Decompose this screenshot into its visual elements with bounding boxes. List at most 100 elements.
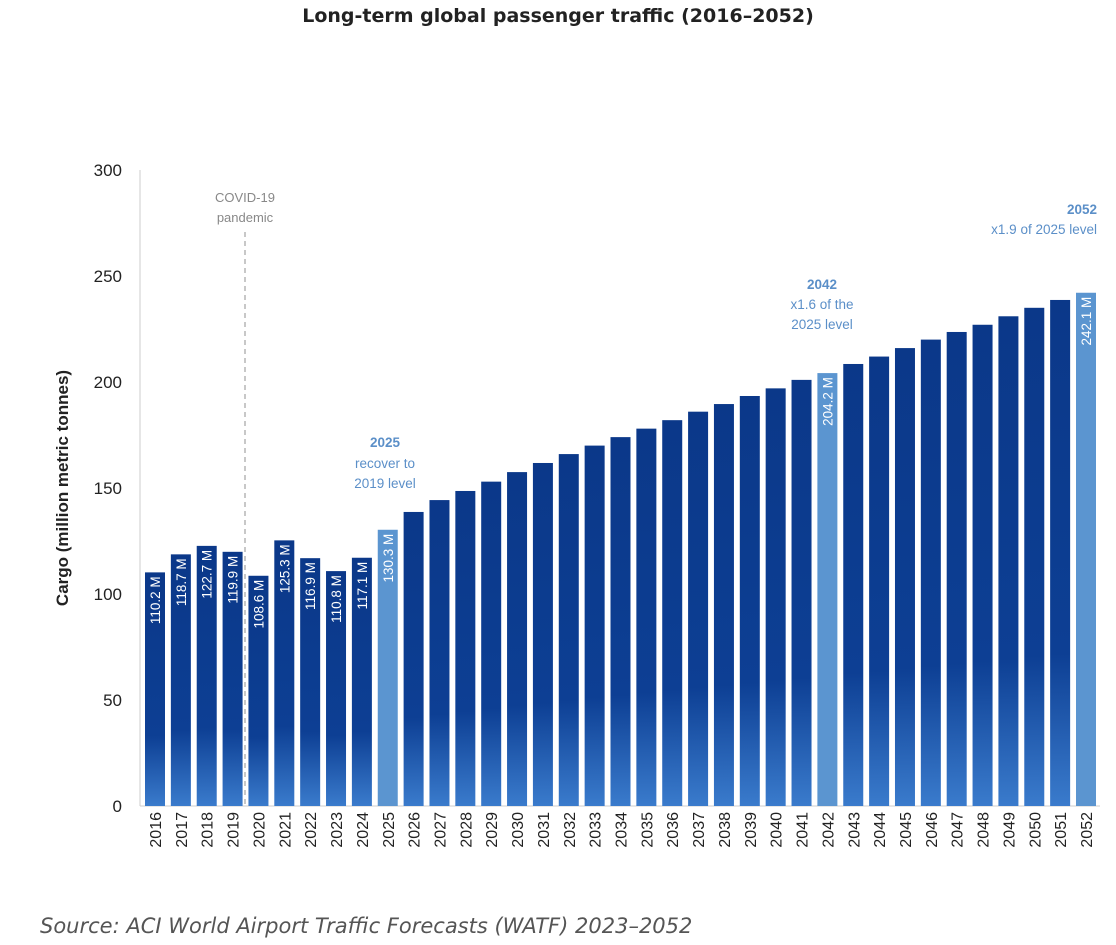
x-tick-label: 2024 [355, 812, 372, 848]
annotation-2052-year: 2052 [1067, 202, 1097, 217]
bar-2046 [920, 339, 941, 806]
annotation-2042-line2: x1.6 of the [790, 297, 853, 312]
bar-2047 [946, 331, 967, 806]
data-label-2052: 242.1 M [1079, 297, 1094, 346]
bar-2048 [972, 324, 993, 806]
annotation-2025-line3: 2019 level [354, 476, 416, 491]
y-tick-label: 250 [94, 267, 122, 286]
x-tick-label: 2023 [329, 812, 346, 848]
x-tick-label: 2046 [924, 812, 941, 848]
bar-2027 [429, 500, 450, 806]
bar-2050 [1024, 307, 1045, 806]
bar-2043 [843, 363, 864, 806]
bar-2016 [145, 572, 165, 806]
bar-2026 [403, 511, 424, 806]
data-label-2019: 119.9 M [226, 556, 241, 604]
x-tick-label: 2047 [950, 812, 967, 848]
bar-2036 [662, 420, 683, 806]
bar-2041 [791, 379, 812, 806]
bar-2038 [713, 404, 734, 806]
bar-2031 [532, 462, 553, 806]
x-tick-label: 2029 [484, 812, 501, 848]
source-note: Source: ACI World Airport Traffic Foreca… [40, 914, 692, 938]
x-tick-label: 2049 [1001, 812, 1018, 848]
data-label-2023: 110.8 M [329, 575, 344, 623]
x-tick-label: 2033 [588, 812, 605, 848]
data-label-2024: 117.1 M [355, 562, 370, 610]
bar-2051 [1050, 299, 1071, 806]
x-tick-label: 2037 [691, 812, 708, 848]
bar-2030 [507, 472, 528, 806]
x-tick-label: 2016 [148, 812, 165, 848]
bar-2019 [222, 551, 243, 806]
data-label-2018: 122.7 M [200, 550, 215, 599]
x-tick-label: 2045 [898, 812, 915, 848]
bar-2021 [274, 540, 295, 806]
x-tick-label: 2051 [1053, 812, 1070, 848]
y-axis-label: Cargo (million metric tonnes) [53, 370, 72, 606]
x-tick-label: 2041 [795, 812, 812, 848]
annotation-2025-year: 2025 [370, 435, 401, 450]
x-tick-label: 2035 [639, 812, 656, 848]
y-tick-label: 300 [94, 161, 122, 180]
x-tick-label: 2034 [614, 812, 631, 848]
bar-2032 [558, 454, 579, 806]
x-tick-label: 2043 [846, 812, 863, 848]
bar-2039 [739, 395, 760, 806]
x-tick-label: 2019 [226, 812, 243, 848]
x-tick-label: 2038 [717, 812, 734, 848]
bar-2045 [894, 348, 915, 806]
data-label-2017: 118.7 M [174, 558, 189, 606]
bar-2024 [351, 557, 372, 806]
x-tick-label: 2044 [872, 812, 889, 848]
x-tick-label: 2032 [562, 812, 579, 848]
bar-2049 [998, 316, 1019, 806]
x-tick-label: 2025 [381, 812, 398, 848]
annotation-2042-line3: 2025 level [791, 317, 853, 332]
chart-title: Long-term global passenger traffic (2016… [302, 5, 814, 27]
x-tick-label: 2020 [251, 812, 268, 848]
y-tick-label: 50 [103, 691, 122, 710]
bar-2020 [248, 575, 269, 806]
bar-2029 [481, 481, 502, 806]
y-tick-label: 100 [94, 585, 122, 604]
bar-2025 [377, 529, 398, 806]
data-label-2025: 130.3 M [381, 534, 396, 583]
bar-2034 [610, 437, 631, 806]
x-tick-label: 2017 [174, 812, 191, 848]
y-tick-label: 0 [113, 797, 122, 816]
data-label-2042: 204.2 M [820, 377, 835, 426]
bar-2022 [300, 558, 321, 806]
y-tick-label: 150 [94, 479, 122, 498]
bar-2042 [817, 373, 838, 806]
bar-2040 [765, 388, 786, 806]
data-label-2021: 125.3 M [277, 544, 292, 593]
bar-2044 [869, 356, 890, 806]
data-label-2020: 108.6 M [251, 580, 266, 629]
x-tick-label: 2039 [743, 812, 760, 848]
x-tick-label: 2018 [200, 812, 217, 848]
covid-annotation-line2: pandemic [217, 210, 274, 225]
data-label-2022: 116.9 M [303, 562, 318, 610]
x-tick-label: 2021 [277, 812, 294, 848]
bar-2033 [584, 445, 605, 806]
annotation-2025-line2: recover to [355, 456, 415, 471]
data-label-2016: 110.2 M [148, 576, 163, 624]
x-tick-label: 2027 [432, 812, 449, 848]
bar-2035 [636, 428, 657, 806]
x-tick-label: 2042 [820, 812, 837, 848]
x-tick-label: 2022 [303, 812, 320, 848]
x-tick-label: 2031 [536, 812, 553, 848]
bar-2017 [170, 554, 191, 806]
x-tick-label: 2050 [1027, 812, 1044, 848]
x-tick-label: 2028 [458, 812, 475, 848]
x-tick-label: 2030 [510, 812, 527, 848]
bar-2018 [196, 545, 217, 806]
x-tick-label: 2052 [1079, 812, 1096, 848]
bar-2023 [326, 571, 347, 806]
x-tick-label: 2040 [769, 812, 786, 848]
annotation-2052-line2: x1.9 of 2025 level [991, 222, 1097, 237]
x-tick-label: 2026 [407, 812, 424, 848]
bar-2028 [455, 490, 476, 806]
